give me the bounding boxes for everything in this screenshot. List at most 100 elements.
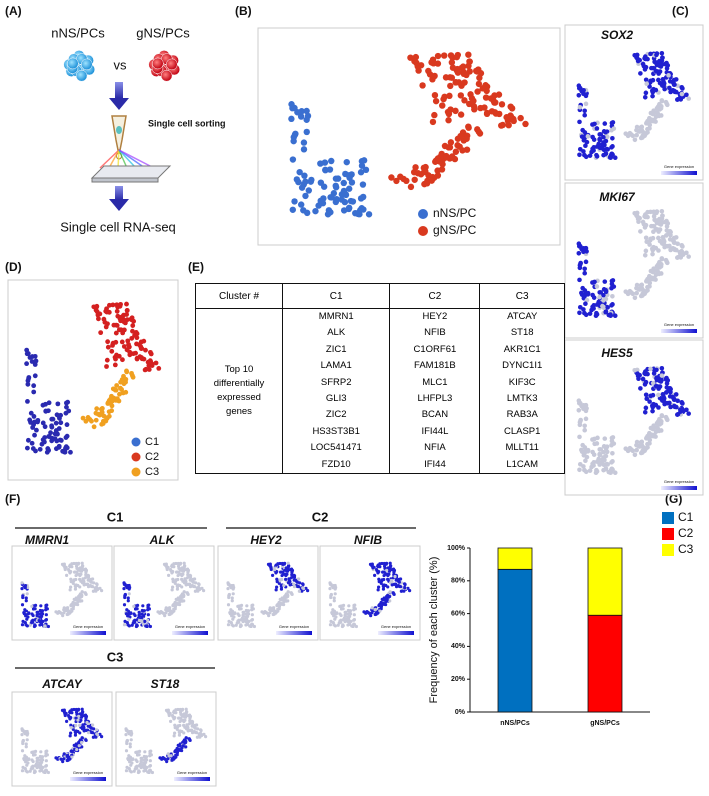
cell-point <box>658 421 664 426</box>
cell-point <box>172 757 176 761</box>
cell-point <box>347 622 352 626</box>
cell-point <box>182 599 186 603</box>
legend-swatch <box>662 512 674 524</box>
cell-point <box>74 716 78 720</box>
cell-point <box>66 714 71 718</box>
cell-point <box>266 562 271 566</box>
cell-point <box>162 562 167 566</box>
step-label: Single cell RNA-seq <box>60 219 176 234</box>
legend-label: C2 <box>678 526 694 540</box>
cell-point <box>158 756 162 760</box>
cell-point <box>59 757 63 761</box>
cell-point <box>74 723 78 728</box>
cell-point <box>80 745 84 749</box>
cell-point <box>623 289 629 294</box>
arrow <box>109 98 129 110</box>
cell-point <box>94 309 100 315</box>
table-row: Top 10 differentially expressed genes MM… <box>195 307 565 475</box>
cell-point <box>403 586 407 590</box>
cell-point <box>651 275 657 281</box>
cell-point <box>236 604 240 608</box>
cell-point <box>605 147 610 152</box>
cell-point <box>143 768 148 772</box>
row-label: Top 10 differentially expressed genes <box>195 307 283 475</box>
cell-point <box>174 561 178 566</box>
cell-point <box>186 570 190 574</box>
cell-point <box>632 52 637 58</box>
cell-point <box>113 322 119 328</box>
cell-point <box>283 568 287 572</box>
cell-point <box>260 610 264 614</box>
legend-label: nNS/PC <box>433 206 477 220</box>
cell-point <box>481 104 488 111</box>
gene-title: ALK <box>149 533 176 547</box>
cell-point <box>54 756 58 760</box>
gene-name: IFI44L <box>421 425 449 437</box>
cell-point <box>171 577 175 581</box>
cell-point <box>642 94 648 100</box>
cell-point <box>434 52 442 60</box>
color-scale <box>276 631 312 635</box>
cell-point <box>577 152 582 158</box>
cell-point <box>603 444 608 450</box>
cell-point <box>200 586 204 590</box>
cell-point <box>89 580 93 584</box>
cell-point <box>576 407 582 413</box>
cell-point <box>507 103 514 110</box>
cell-point <box>69 723 73 727</box>
cell-point <box>193 726 197 730</box>
cell-point <box>587 153 593 158</box>
cell-point <box>634 439 640 445</box>
cell-point <box>675 255 680 260</box>
cell-point <box>304 112 312 120</box>
gene-name: FZD10 <box>321 458 351 470</box>
cell-point <box>113 387 119 393</box>
cell-point <box>135 607 139 611</box>
cell-point <box>189 720 193 725</box>
color-scale <box>174 777 210 781</box>
cell-point <box>124 312 129 317</box>
cell-point <box>665 102 670 108</box>
cell-point <box>193 585 197 589</box>
cell-point <box>654 220 660 226</box>
cell-point <box>280 598 284 602</box>
cell-point <box>276 603 280 608</box>
cell-point <box>577 304 583 310</box>
cell-point <box>43 770 47 774</box>
cell-point <box>632 210 637 216</box>
cell-point <box>601 298 606 303</box>
cell-point <box>634 282 640 288</box>
cell-point <box>268 611 272 615</box>
cell-point <box>202 732 206 736</box>
cell-point <box>190 728 194 732</box>
cell-point <box>457 132 464 140</box>
plot-frame <box>564 182 704 339</box>
cell-point <box>68 734 72 738</box>
cell-point <box>141 356 147 362</box>
cell-point <box>583 101 589 107</box>
cell-point <box>668 247 673 253</box>
cell <box>67 57 79 70</box>
cell-point <box>182 594 186 599</box>
cell-point <box>64 404 69 410</box>
cell-point <box>644 81 650 86</box>
cell-point <box>58 420 64 426</box>
cell-point <box>347 604 351 608</box>
cell-point <box>94 582 99 586</box>
cell-point <box>49 423 55 429</box>
cell-point <box>594 126 600 131</box>
cell-point <box>104 306 109 312</box>
cell-point <box>272 568 277 572</box>
cell-point <box>184 740 188 745</box>
cell-point <box>129 738 133 742</box>
cell-point <box>610 450 615 456</box>
cell-point <box>239 624 243 628</box>
cell-point <box>28 419 33 425</box>
beam <box>117 149 120 169</box>
embedding-plot: Gene expression <box>11 545 113 641</box>
cell-point <box>407 183 415 191</box>
cell-point <box>54 610 58 614</box>
cell-point <box>130 374 136 380</box>
cell-point <box>289 156 297 163</box>
cell-point <box>20 769 25 773</box>
